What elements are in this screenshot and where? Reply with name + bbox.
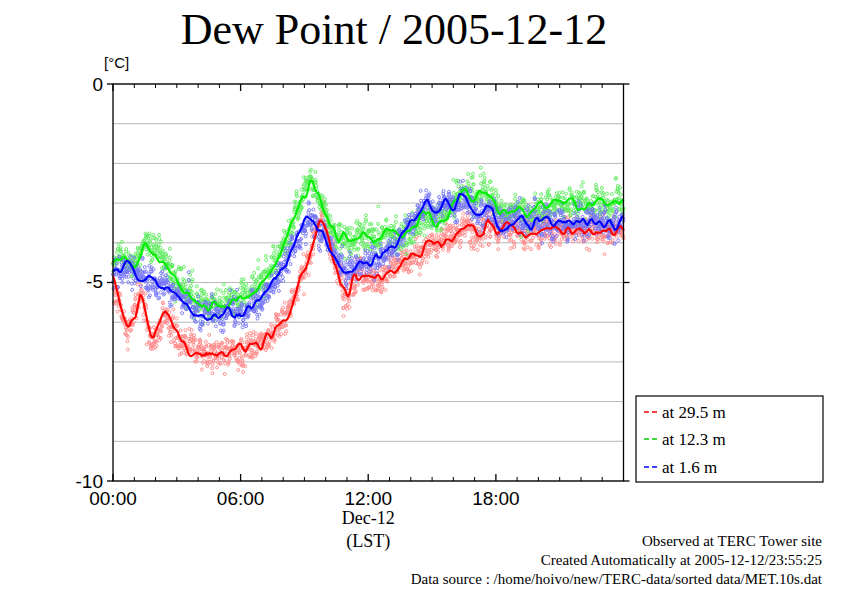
svg-text:at 29.5 m: at 29.5 m (662, 403, 726, 422)
svg-text:Data source : /home/hoivo/new/: Data source : /home/hoivo/new/TERC-data/… (411, 571, 823, 587)
svg-text:Dew Point / 2005-12-12: Dew Point / 2005-12-12 (181, 5, 608, 54)
svg-text:0: 0 (92, 74, 103, 95)
svg-text:at 1.6 m: at 1.6 m (662, 458, 717, 477)
svg-text:18:00: 18:00 (472, 488, 520, 509)
svg-text:at 12.3 m: at 12.3 m (662, 430, 726, 449)
svg-text:(LST): (LST) (346, 531, 390, 552)
svg-text:12:00: 12:00 (344, 488, 392, 509)
svg-text:00:00: 00:00 (89, 488, 137, 509)
svg-text:Observed at TERC Tower site: Observed at TERC Tower site (642, 533, 822, 549)
svg-text:Dec-12: Dec-12 (342, 508, 395, 528)
svg-text:[°C]: [°C] (104, 54, 129, 71)
svg-text:-5: -5 (86, 271, 103, 292)
svg-text:06:00: 06:00 (217, 488, 265, 509)
svg-text:Created Automatically at 2005-: Created Automatically at 2005-12-12/23:5… (541, 552, 822, 568)
